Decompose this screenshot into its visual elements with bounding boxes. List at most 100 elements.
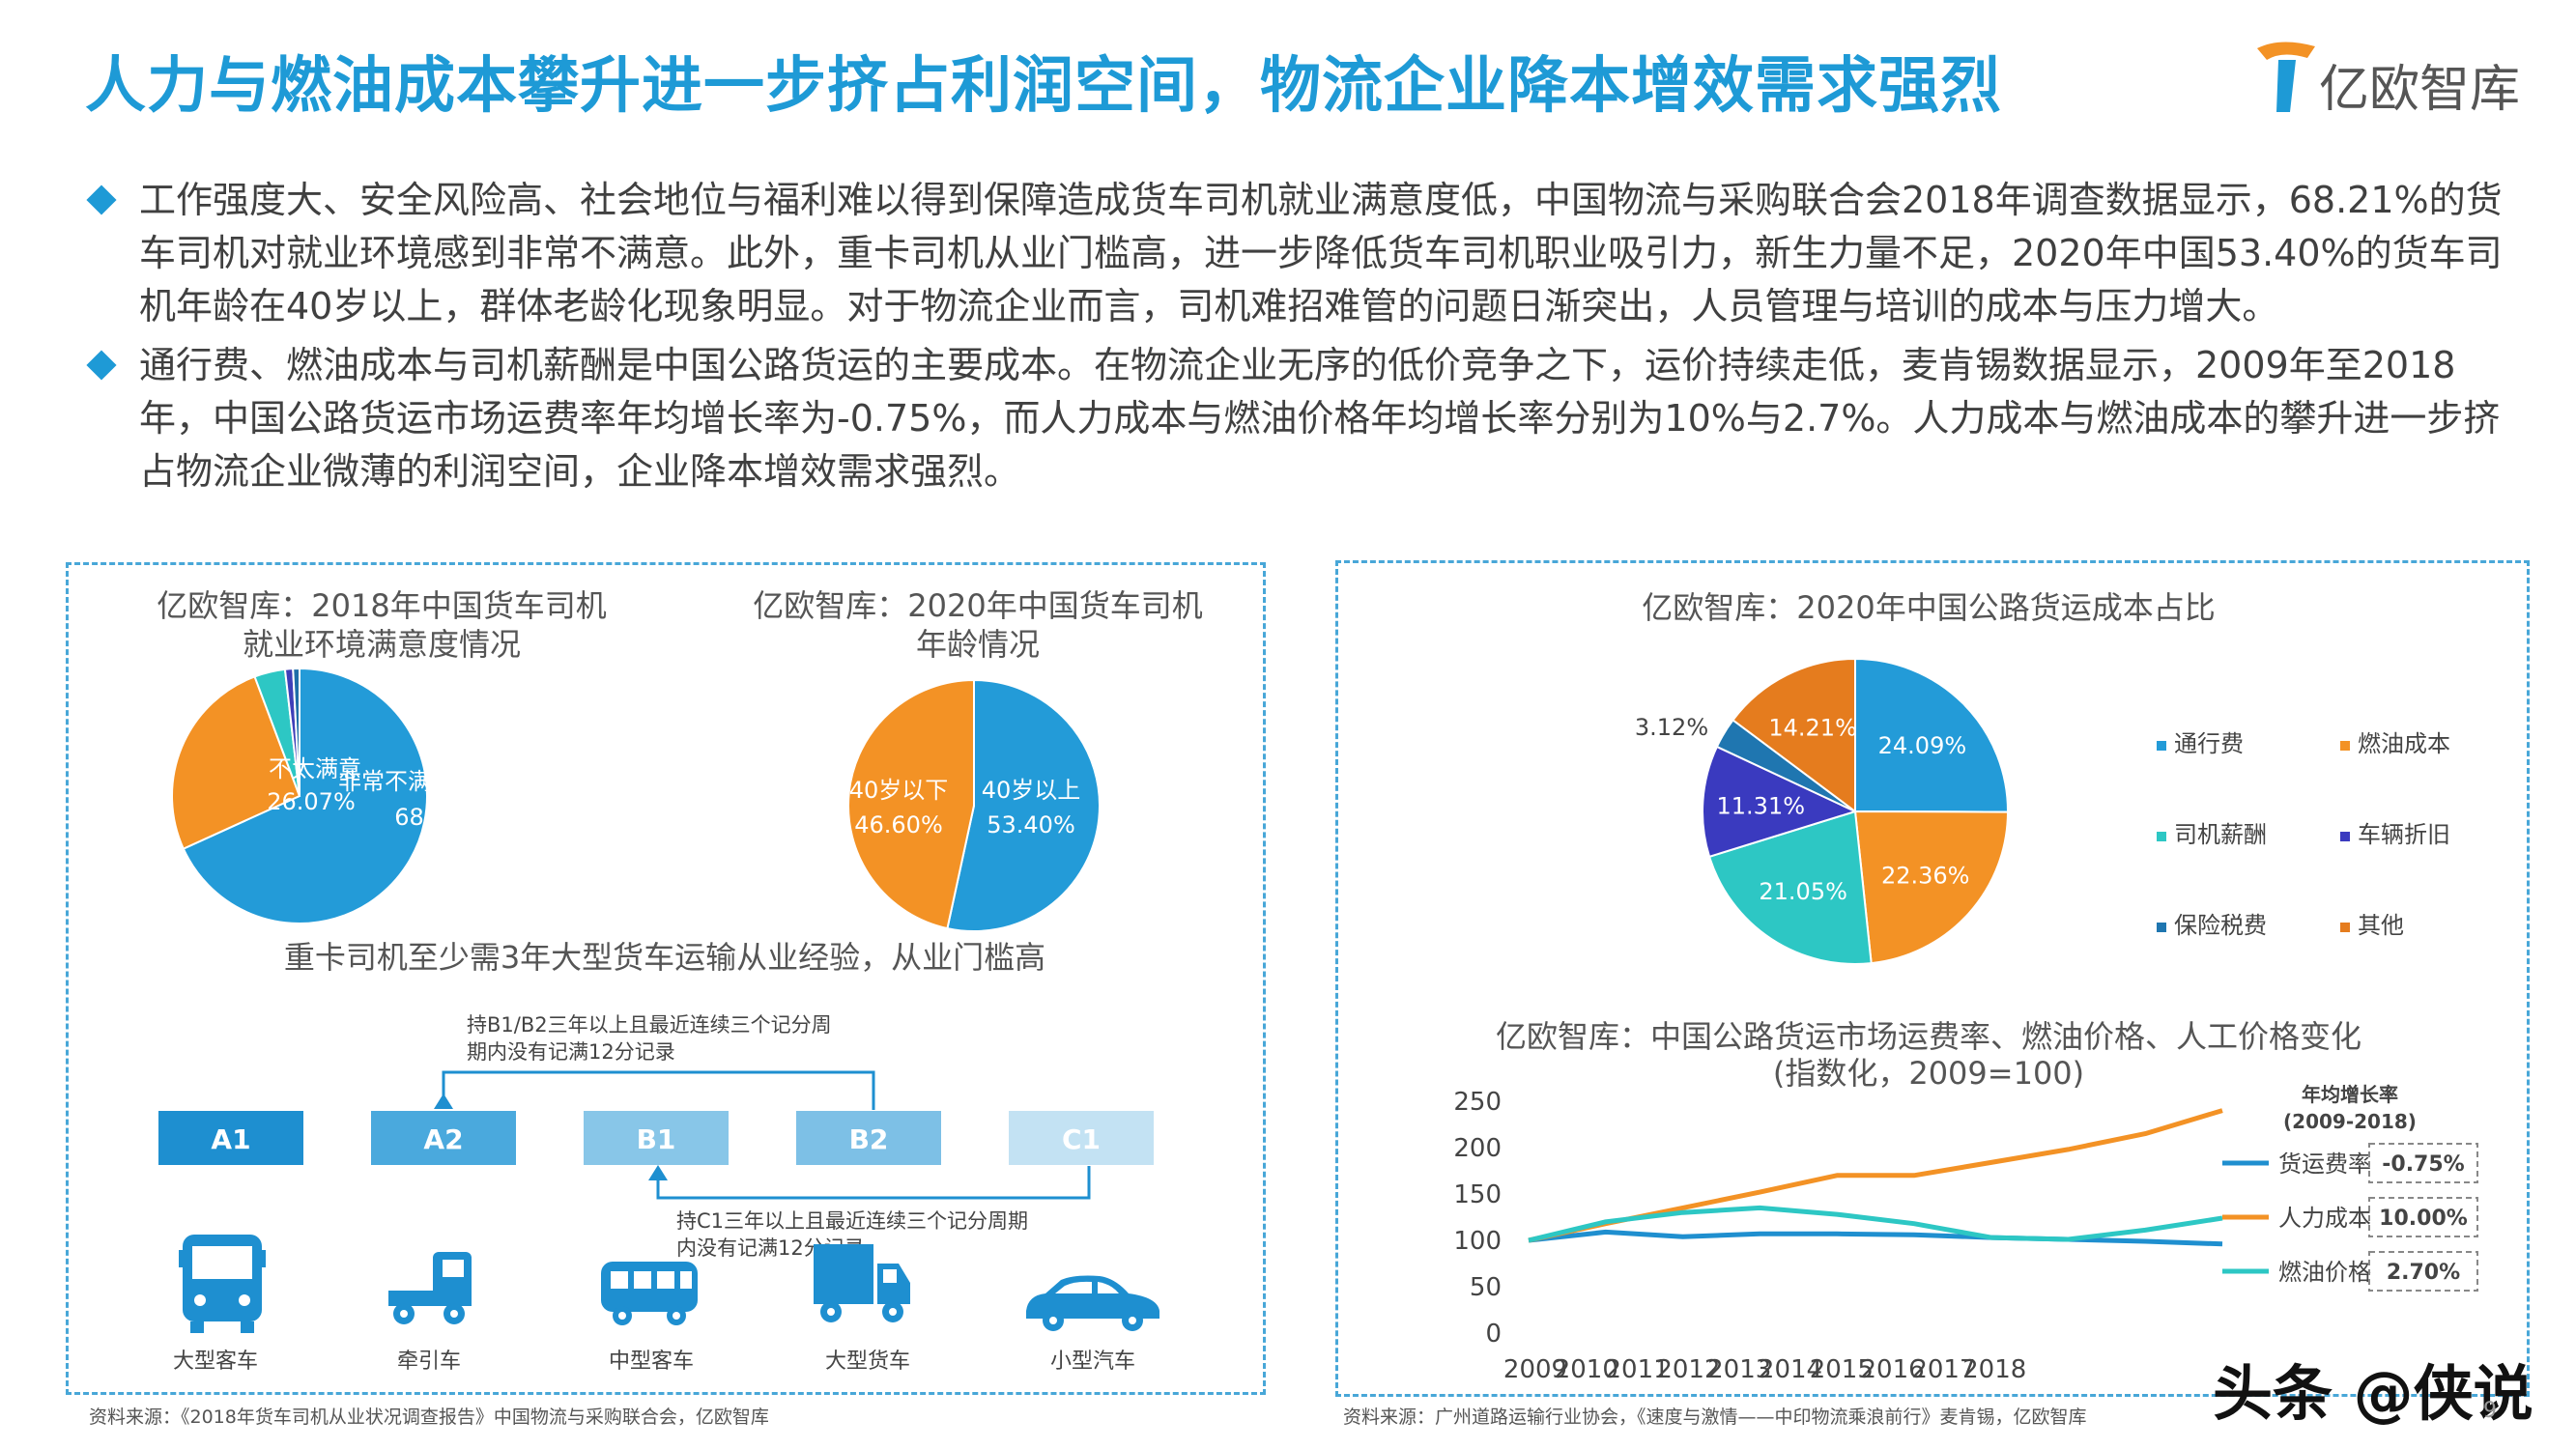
cost-slice-label: 3.12%: [1635, 714, 1708, 741]
legend-label: 燃油成本: [2358, 730, 2450, 757]
license-label: C1: [1062, 1123, 1101, 1155]
pie2-title: 年龄情况: [916, 626, 1040, 663]
source-note-left: 资料来源：《2018年货车司机从业状况调查报告》中国物流与采购联合会，亿欧智库: [89, 1406, 769, 1428]
bullet-item: 工作强度大、安全风险高、社会地位与福利难以得到保障造成货车司机就业满意度低，中国…: [86, 174, 2524, 333]
cost-slice-label: 22.36%: [1881, 863, 1970, 890]
legend-swatch: [2340, 923, 2350, 932]
x-tick-label: 2016: [1861, 1355, 1925, 1384]
legend-label: 车辆折旧: [2358, 821, 2450, 848]
series-line: [1528, 1229, 2223, 1247]
pie2-value: 46.60%: [854, 811, 943, 838]
pie-slice: [1854, 657, 2009, 813]
pie-slice: [182, 667, 428, 924]
bus-side-icon: [601, 1262, 698, 1325]
truck-icon: [814, 1244, 910, 1322]
y-tick-label: 100: [1453, 1227, 1502, 1256]
license-note-bottom: 持C1三年以上且最近连续三个记分周期: [676, 1209, 1028, 1233]
cost-slice-label: 21.05%: [1759, 878, 1847, 905]
legend-swatch: [2340, 741, 2350, 751]
license-box: [371, 1111, 516, 1165]
tractor-truck-icon: [388, 1252, 472, 1324]
license-label: A2: [423, 1123, 463, 1155]
license-label: B2: [849, 1123, 889, 1155]
pie-chart-cost-labels: 24.09% 22.36% 21.05% 11.31% 3.12% 14.21%: [1635, 714, 1970, 905]
growth-header: 年均增长率: [2302, 1083, 2398, 1106]
x-tick-label: 2010: [1555, 1355, 1618, 1384]
growth-value: 10.00%: [2379, 1207, 2468, 1231]
license-note-top: 期内没有记满12分记录: [467, 1040, 675, 1064]
bus-front-icon: [179, 1235, 266, 1333]
bullet-item: 通行费、燃油成本与司机薪酬是中国公路货运的主要成本。在物流企业无序的低价竞争之下…: [86, 339, 2524, 498]
bullet-text: 通行费、燃油成本与司机薪酬是中国公路货运的主要成本。在物流企业无序的低价竞争之下…: [139, 344, 2501, 493]
logo-text: 亿欧智库: [2319, 61, 2521, 119]
vehicle-label: 小型汽车: [1050, 1350, 1135, 1374]
pie2-title: 亿欧智库：2020年中国货车司机: [753, 587, 1202, 624]
cost-pie-title: 亿欧智库：2020年中国公路货运成本占比: [1642, 589, 2215, 626]
pie-chart-satisfaction: [171, 667, 428, 924]
left-panel: [66, 562, 1266, 1395]
x-tick-label: 2015: [1810, 1355, 1874, 1384]
line-chart-index: 2502001501005002009201020112012201320142…: [1453, 1088, 2223, 1384]
line-chart-title: (指数化，2009=100): [1773, 1055, 2084, 1092]
license-box: [1009, 1111, 1154, 1165]
vehicle-label: 牵引车: [397, 1350, 461, 1374]
growth-box: [2368, 1143, 2478, 1183]
y-tick-label: 250: [1453, 1088, 1502, 1117]
legend-label: 人力成本: [2278, 1205, 2371, 1232]
cost-slice-label: 24.09%: [1878, 732, 1967, 759]
license-boxes: A1 A2 B1 B2 C1: [158, 1111, 1154, 1165]
license-connector-bottom: [656, 1166, 1091, 1200]
left-panel-graphics: 亿欧智库：2018年中国货车司机 就业环境满意度情况 亿欧智库：2020年中国货…: [157, 587, 1202, 1374]
pie1-label: 不太满意: [269, 755, 361, 782]
bullet-text: 工作强度大、安全风险高、社会地位与福利难以得到保障造成货车司机就业满意度低，中国…: [139, 179, 2503, 327]
y-tick-label: 0: [1485, 1320, 1502, 1349]
pie-slice: [1702, 745, 1858, 859]
license-box: [584, 1111, 729, 1165]
license-note-top: 持B1/B2三年以上且最近连续三个记分周: [467, 1013, 832, 1037]
pie1-title: 就业环境满意度情况: [243, 626, 521, 663]
arrow-up-icon: [648, 1165, 668, 1180]
cost-slice-label: 11.31%: [1717, 792, 1806, 819]
pie-chart-age: [846, 678, 1101, 932]
vehicle-label: 中型客车: [609, 1350, 694, 1374]
legend-label: 其他: [2358, 912, 2404, 939]
legend-swatch: [2157, 923, 2166, 932]
growth-box: [2368, 1251, 2478, 1292]
car-icon: [1026, 1275, 1159, 1331]
watermark: 头条 @侠说: [2213, 1358, 2533, 1429]
license-label: A1: [211, 1123, 250, 1155]
pie-slice: [846, 678, 975, 930]
vehicle-label: 大型货车: [825, 1350, 910, 1374]
pie1-title: 亿欧智库：2018年中国货车司机: [157, 587, 606, 624]
license-label: B1: [637, 1123, 676, 1155]
diamond-bullet-icon: [86, 350, 117, 381]
legend-label: 通行费: [2174, 730, 2244, 757]
legend-label: 保险税费: [2174, 912, 2267, 939]
pie1-label: 非常不满意: [338, 768, 454, 795]
series-line: [1528, 1205, 2223, 1243]
legend-swatch: [2340, 832, 2350, 841]
legend-label: 燃油价格: [2278, 1259, 2371, 1286]
pie-slice: [946, 678, 1101, 932]
page-title: 人力与燃油成本攀升进一步挤占利润空间，物流企业降本增效需求强烈: [85, 50, 2002, 121]
pie-chart-cost-share: [1702, 657, 2010, 965]
legend-swatch: [2157, 832, 2166, 841]
license-box: [158, 1111, 303, 1165]
pie2-label: 40岁以下: [849, 777, 949, 804]
x-tick-label: 2014: [1759, 1355, 1822, 1384]
x-tick-label: 2013: [1707, 1355, 1771, 1384]
company-logo: 亿欧智库: [2251, 39, 2541, 119]
pie-slice: [171, 675, 301, 850]
cost-slice-label: 14.21%: [1768, 714, 1857, 741]
right-panel: [1335, 560, 2530, 1397]
logo-mark-icon: [2257, 42, 2315, 112]
x-tick-label: 2017: [1911, 1355, 1975, 1384]
x-tick-label: 2018: [1962, 1355, 2026, 1384]
bullet-list: 工作强度大、安全风险高、社会地位与福利难以得到保障造成货车司机就业满意度低，中国…: [86, 174, 2524, 504]
pie-slice: [292, 667, 301, 797]
pie-slice: [1853, 810, 2010, 965]
license-connector-top: [442, 1070, 875, 1110]
growth-header: (2009-2018): [2283, 1110, 2417, 1133]
source-note-right: 资料来源：广州道路运输行业协会，《速度与激情——中印物流乘浪前行》麦肯锡，亿欧智…: [1343, 1406, 2087, 1428]
